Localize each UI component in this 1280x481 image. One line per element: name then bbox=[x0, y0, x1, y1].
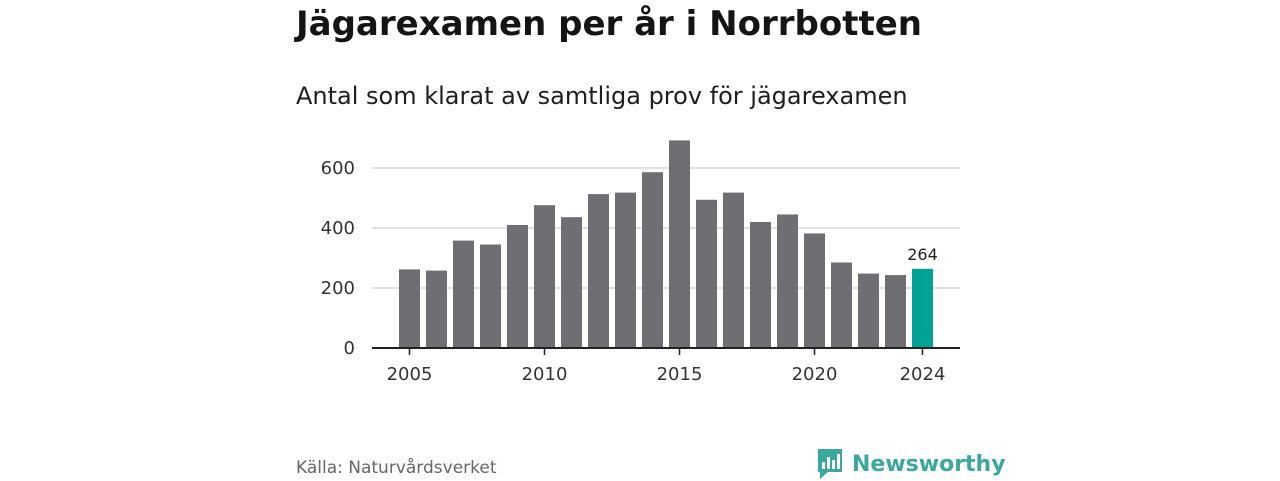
axis-layer bbox=[372, 347, 960, 355]
bar-chart-speech-bubble-icon bbox=[818, 449, 842, 479]
highlight-value-label: 264 bbox=[907, 245, 938, 264]
x-tick-label-2010: 2010 bbox=[522, 364, 568, 385]
bar-2014 bbox=[642, 172, 663, 348]
brand-logo: Newsworthy bbox=[816, 447, 1006, 481]
bar-2018 bbox=[750, 222, 771, 348]
bar-2023 bbox=[885, 275, 906, 348]
bar-2010 bbox=[534, 205, 555, 348]
x-tick-label-2020: 2020 bbox=[792, 364, 838, 385]
bar-2008 bbox=[480, 244, 501, 348]
bar-2024 bbox=[912, 268, 933, 348]
bar-2019 bbox=[777, 214, 798, 348]
y-tick-label-400: 400 bbox=[321, 218, 355, 239]
chart-title: Jägarexamen per år i Norrbotten bbox=[296, 4, 922, 44]
bar-2013 bbox=[615, 192, 636, 348]
y-tick-label-0: 0 bbox=[344, 338, 355, 359]
bar-2020 bbox=[804, 233, 825, 348]
y-tick-label-200: 200 bbox=[321, 278, 355, 299]
bar-2022 bbox=[858, 273, 879, 348]
bar-2011 bbox=[561, 217, 582, 348]
x-tick-label-2024: 2024 bbox=[900, 364, 946, 385]
bar-2012 bbox=[588, 194, 609, 348]
bar-2015 bbox=[669, 140, 690, 348]
bar-2009 bbox=[507, 225, 528, 348]
label-layer: 0 200 400 600 2005 2010 2015 2020 2024 264 bbox=[321, 158, 946, 385]
x-tick-label-2015: 2015 bbox=[657, 364, 703, 385]
bar-2007 bbox=[453, 240, 474, 348]
chart-subtitle: Antal som klarat av samtliga prov för jä… bbox=[296, 82, 908, 110]
bar-2005 bbox=[399, 269, 420, 348]
bar-2017 bbox=[723, 192, 744, 348]
bar-layer bbox=[399, 140, 933, 348]
brand-name: Newsworthy bbox=[852, 451, 1006, 477]
bar-2021 bbox=[831, 262, 852, 348]
bar-2006 bbox=[426, 270, 447, 348]
y-tick-label-600: 600 bbox=[321, 158, 355, 179]
source-note: Källa: Naturvårdsverket bbox=[296, 458, 497, 478]
bar-2016 bbox=[696, 199, 717, 348]
x-tick-label-2005: 2005 bbox=[387, 364, 433, 385]
